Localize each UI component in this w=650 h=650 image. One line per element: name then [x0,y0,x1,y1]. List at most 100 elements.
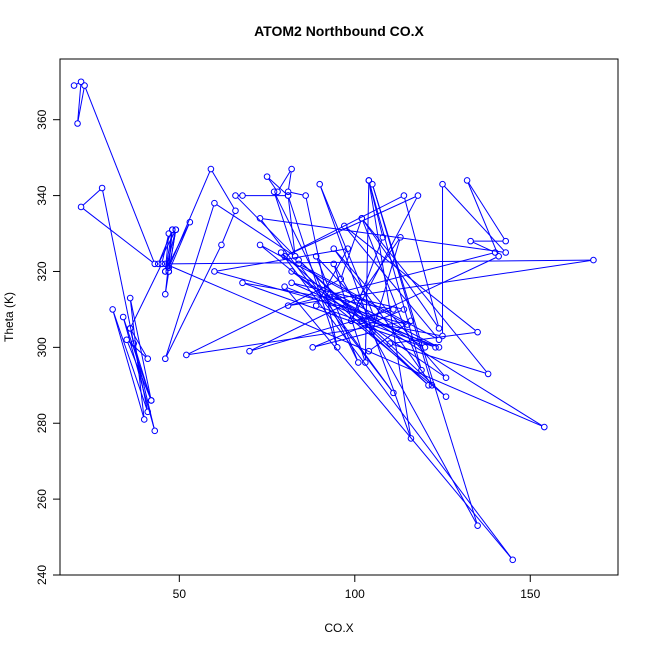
series-segment [168,259,591,265]
data-point [281,252,288,260]
data-point [165,268,173,275]
series-segment [217,248,346,272]
data-point [77,78,85,86]
data-point [246,347,253,355]
data-point [390,306,397,313]
series-segment [467,182,499,254]
data-point [151,427,159,435]
series-segment [131,330,147,357]
data-point [284,302,292,309]
series-segment [332,295,423,347]
data-point [340,222,348,230]
data-point [337,275,345,283]
data-point [347,317,355,325]
series-segment [268,178,277,190]
data-point [295,256,302,264]
data-point [165,264,173,271]
data-point [309,344,316,351]
series-segment [158,232,172,262]
data-point [232,192,239,199]
series-segment [299,265,393,391]
series-segment [168,232,173,265]
series-segment [82,208,153,263]
x-tick-label: 100 [345,587,365,601]
data-point [414,192,422,199]
series-segment [77,88,85,121]
series-segment [130,300,152,398]
y-tick-label: 320 [35,261,49,281]
series-segment [444,185,505,251]
series-segment [128,341,146,358]
data-point [270,188,278,196]
data-point [397,234,404,241]
series-segment [169,224,190,270]
x-tick-label: 150 [520,587,540,601]
data-point [474,328,481,336]
series-segment [320,186,411,436]
series-segment [364,257,497,321]
series-segment [334,250,431,384]
data-point [439,332,446,340]
data-point [330,245,338,253]
data-point [428,381,436,389]
series-segment [130,330,134,341]
data-point [109,306,116,313]
data-point [154,260,162,268]
series-segment [468,182,505,240]
data-point [218,241,225,249]
data-point [333,344,341,351]
data-point [98,184,106,192]
series-segment [345,227,438,338]
data-point [161,260,169,268]
series-segment [372,186,478,524]
series-layer [70,78,597,564]
series-segment [167,264,542,427]
data-point [421,344,429,351]
series-segment [290,252,493,306]
series-segment [245,282,391,310]
y-tick-label: 280 [35,413,49,433]
data-point [312,252,320,260]
y-tick-label: 340 [35,185,49,205]
series-segment [216,204,294,256]
data-point [183,351,190,359]
series-segment [189,320,409,356]
series-segment [286,196,416,256]
series-segment [316,258,358,361]
series-segment [165,205,215,357]
data-point [355,359,362,366]
data-point [119,313,127,321]
data-point [362,359,369,366]
data-point [400,192,408,199]
data-point [277,249,285,256]
data-point [358,215,366,222]
data-point [263,173,271,180]
data-point [509,556,517,564]
data-point [161,290,169,298]
data-point [439,180,446,188]
data-point [239,192,246,199]
data-point [239,279,246,287]
data-point [312,302,320,309]
y-tick-label: 300 [35,337,49,357]
series-segment [278,171,291,190]
data-point [590,256,597,264]
y-axis: 240 260 280 300 320 340 360 [35,109,61,585]
series-segment [161,236,169,262]
data-point [256,215,264,222]
data-point [144,408,152,416]
data-point [126,294,134,302]
series-segment [85,87,155,262]
data-point [130,340,137,347]
data-point [400,306,408,313]
data-point [161,355,169,363]
data-point [207,165,215,173]
series-segment [392,332,475,344]
data-point [369,180,376,188]
series-segment [188,279,339,355]
data-point [404,321,411,328]
data-point [186,218,194,226]
data-point [407,435,415,442]
series-segment [169,171,211,266]
